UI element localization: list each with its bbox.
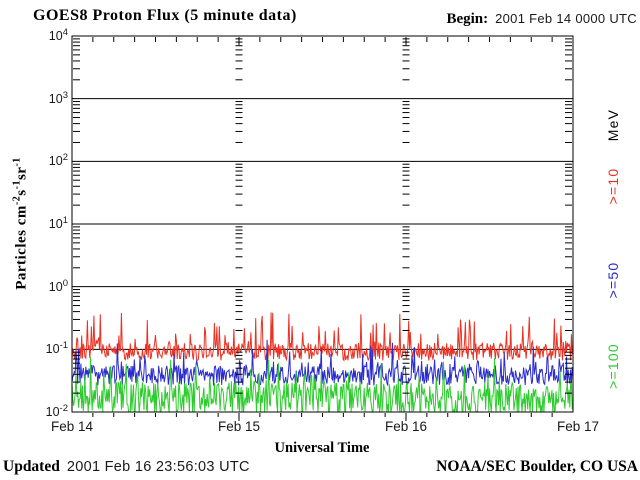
series-line-ge100 [72, 356, 573, 412]
y-tick-label: 10-1 [45, 340, 68, 357]
y-tick-label: 100 [48, 277, 68, 294]
y-tick-label: 10-2 [45, 403, 68, 420]
begin-value: 2001 Feb 14 0000 UTC [495, 11, 637, 26]
y-tick-label: 102 [48, 152, 68, 169]
y-tick-label: 101 [48, 215, 68, 232]
updated-timestamp: Updated 2001 Feb 16 23:56:03 UTC [3, 458, 250, 476]
series-line-ge10 [72, 312, 573, 362]
plot-frame [71, 35, 574, 413]
x-tick-feb16: Feb 16 [384, 419, 428, 434]
y-tick-label: 103 [48, 89, 68, 106]
chart-title: GOES8 Proton Flux (5 minute data) [33, 7, 297, 24]
x-tick-feb14: Feb 14 [50, 419, 94, 434]
begin-label: Begin: [446, 11, 489, 27]
right-label-ge100: >=100 [605, 343, 621, 389]
x-tick-feb17: Feb 17 [556, 419, 600, 434]
series-line-ge50 [72, 339, 573, 386]
updated-value: 2001 Feb 16 23:56:03 UTC [66, 459, 250, 475]
updated-label: Updated [3, 458, 60, 475]
x-axis-title: Universal Time [274, 440, 370, 456]
x-tick-feb15: Feb 15 [217, 419, 261, 434]
y-tick-label: 104 [48, 27, 68, 44]
begin-timestamp: Begin: 2001 Feb 14 0000 UTC [446, 11, 637, 28]
credit-text: NOAA/SEC Boulder, CO USA [436, 458, 638, 475]
